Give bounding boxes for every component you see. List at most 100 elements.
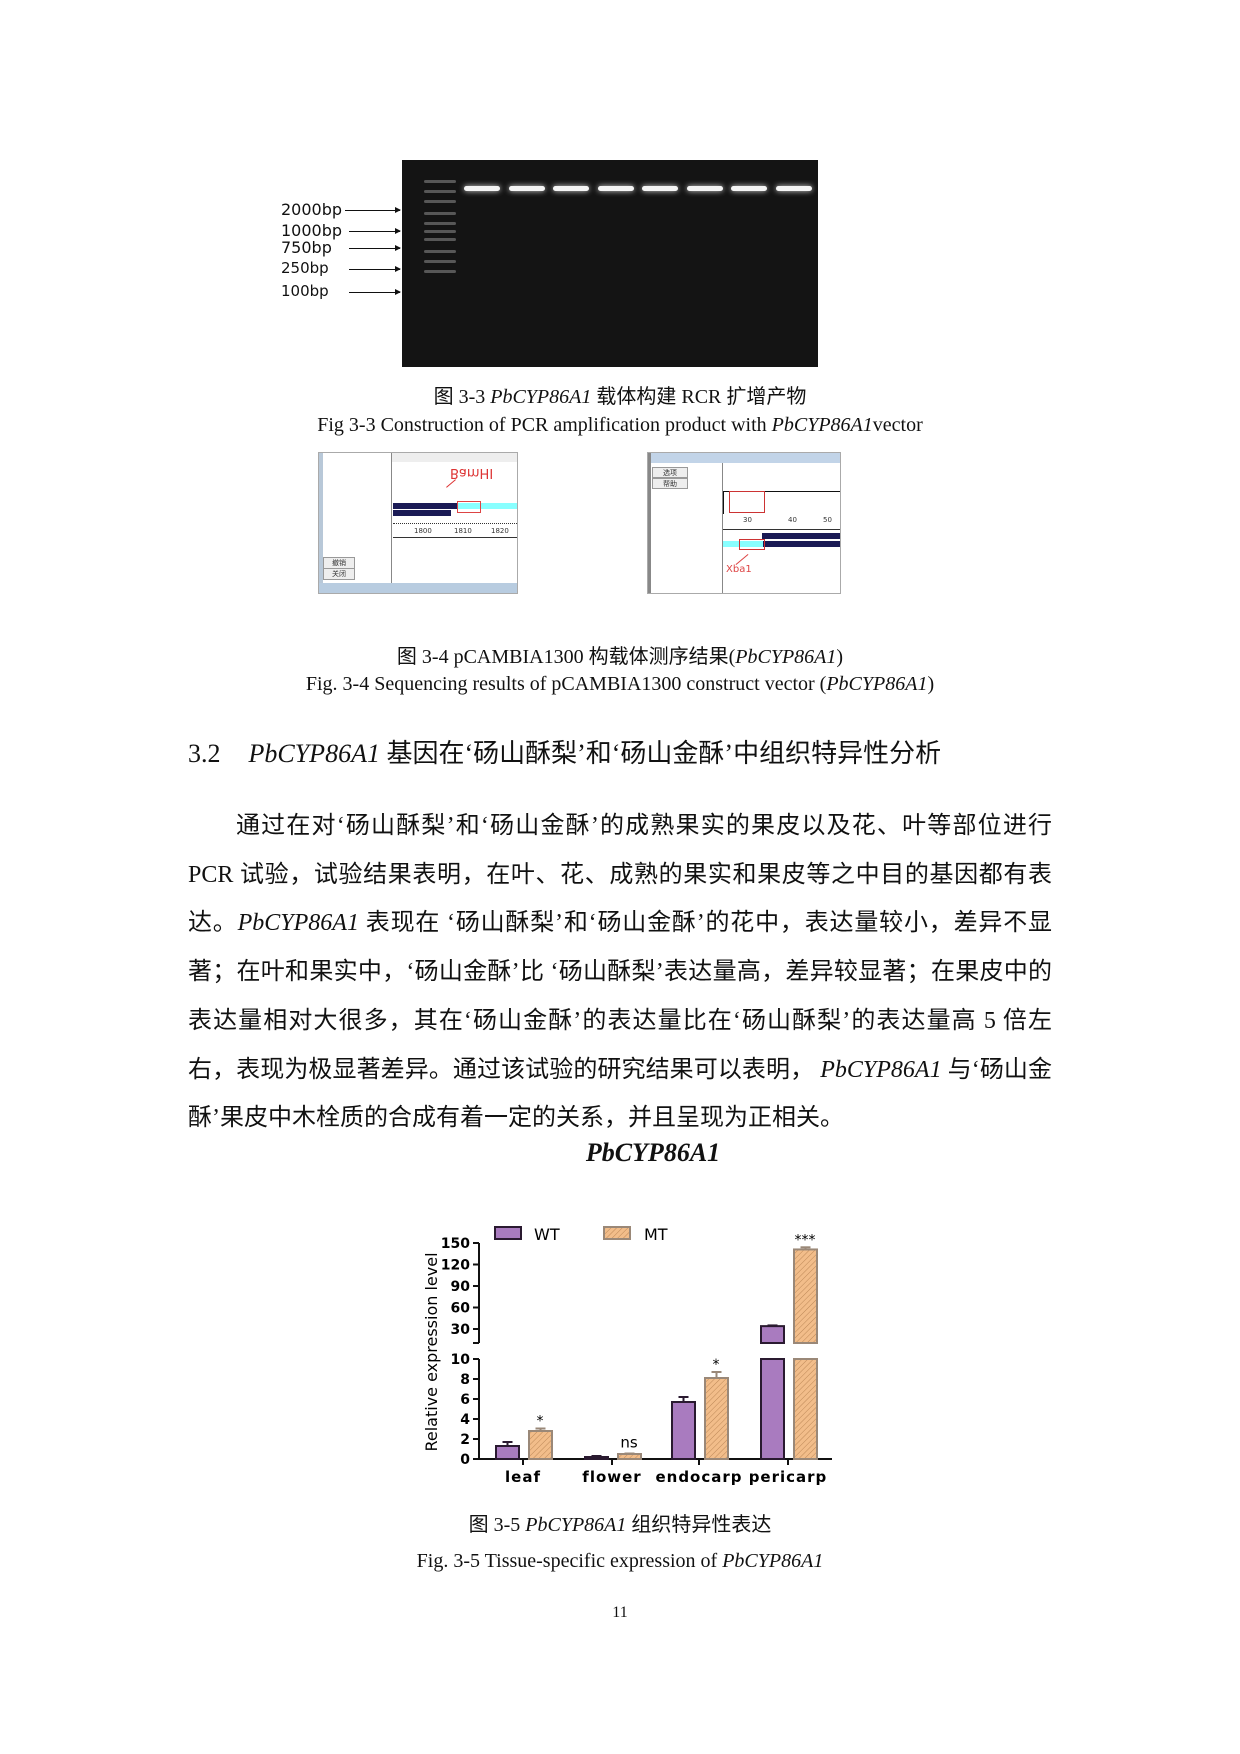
section-number: 3.2 — [188, 739, 221, 768]
legend-label-mt: MT — [644, 1225, 668, 1244]
ruler-label: 40 — [788, 516, 797, 524]
y-tick-label: 150 — [441, 1236, 470, 1252]
significance-label: * — [713, 1357, 720, 1373]
x-tick-label: endocarp — [655, 1468, 742, 1486]
y-tick-label: 6 — [460, 1392, 470, 1408]
sequence-read — [763, 541, 840, 547]
caption-text: ) — [836, 646, 844, 668]
fig-3-5-caption-en: Fig. 3-5 Tissue-specific expression of P… — [0, 1550, 1240, 1573]
site-highlight-box — [457, 501, 481, 513]
gene-name: PbCYP86A1 — [771, 414, 873, 436]
y-tick-label: 4 — [460, 1412, 470, 1428]
gene-name: PbCYP86A1 — [490, 386, 592, 408]
y-tick-label: 2 — [460, 1432, 470, 1448]
gene-name: PbCYP86A1 — [735, 646, 837, 668]
ladder-band — [424, 212, 456, 215]
significance-label: * — [537, 1414, 544, 1430]
ladder-size-label: 250bp — [281, 259, 329, 277]
bar-mt-endocarp — [704, 1377, 729, 1460]
sequencing-screenshot-xbai: 选项 帮助 30 40 50 Xba1 — [647, 452, 841, 594]
ladder-size-label: 2000bp — [281, 200, 343, 219]
window-edge — [319, 453, 323, 593]
fig-3-3-caption-en: Fig 3-3 Construction of PCR amplificatio… — [0, 414, 1240, 437]
status-bar — [319, 583, 517, 593]
bar-wt-pericarp-lower — [760, 1358, 785, 1460]
gene-name: PbCYP86A1 — [248, 739, 380, 768]
x-tick-label: flower — [582, 1468, 641, 1486]
undo-button: 撤销 — [323, 557, 355, 569]
ruler — [393, 523, 517, 525]
bar-wt-leaf — [495, 1445, 520, 1460]
ladder-band — [424, 260, 456, 263]
paragraph-text: 表现在 ‘砀山酥梨’和‘砀山金酥’的花中，表达量较小，差异不显著；在叶和果实中，… — [188, 910, 1053, 1083]
ruler-label: 1810 — [454, 527, 472, 535]
y-tick-label: 8 — [460, 1372, 470, 1388]
fig-3-4-caption-en: Fig. 3-4 Sequencing results of pCAMBIA13… — [0, 673, 1240, 696]
legend-swatch-wt — [494, 1226, 522, 1240]
ruler-label: 1800 — [414, 527, 432, 535]
bar-mt-flower — [617, 1453, 642, 1460]
sequencing-screenshot-bamhi: BamHI 1800 1810 1820 撤销 关闭 — [318, 452, 518, 594]
sequence-read — [393, 503, 457, 509]
bar-wt-endocarp — [671, 1401, 696, 1460]
ladder-band — [424, 230, 456, 233]
sequence-read — [762, 533, 840, 539]
y-tick-label: 60 — [451, 1301, 471, 1317]
bar-mt-pericarp-upper — [793, 1248, 818, 1344]
pcr-product-band — [642, 186, 678, 191]
arrow-icon — [349, 228, 401, 234]
fig-3-3-caption-cn: 图 3-3 PbCYP86A1 载体构建 RCR 扩增产物 — [0, 380, 1240, 409]
caption-text: 组织特异性表达 — [626, 1514, 772, 1536]
window-edge — [648, 453, 651, 593]
pcr-product-band — [775, 186, 812, 191]
pcr-product-band — [686, 186, 723, 191]
ladder-band — [424, 190, 456, 193]
ladder-band — [424, 200, 456, 203]
ruler-label: 1820 — [491, 527, 509, 535]
highlight-box — [729, 491, 765, 513]
y-tick-label: 30 — [451, 1322, 471, 1338]
y-tick-label: 10 — [451, 1352, 471, 1368]
paragraph-text: 与‘砀山金酥’果皮中木栓质的合成有着一定的关系，并且呈现为正相关。 — [188, 1056, 1053, 1132]
caption-text: Fig 3-3 Construction of PCR amplificatio… — [317, 414, 772, 436]
arrow-icon — [349, 266, 401, 272]
gene-name: PbCYP86A1 — [820, 1056, 942, 1083]
caption-text: Fig. 3-5 Tissue-specific expression of — [416, 1550, 723, 1572]
gene-name: PbCYP86A1 — [826, 673, 928, 695]
ladder-band — [424, 250, 456, 253]
caption-text: 图 3-3 — [433, 386, 491, 408]
y-tick-label: 120 — [441, 1258, 470, 1274]
gene-name: PbCYP86A1 — [237, 910, 359, 937]
ruler-label: 50 — [823, 516, 832, 524]
sequence-read — [457, 503, 517, 509]
caption-text: Fig. 3-4 Sequencing results of pCAMBIA13… — [305, 673, 827, 695]
sequence-read — [393, 510, 451, 516]
caption-text: 图 3-5 — [468, 1514, 526, 1536]
gene-name: PbCYP86A1 — [525, 1514, 627, 1536]
gene-name: PbCYP86A1 — [722, 1550, 824, 1572]
trace-area — [723, 491, 840, 514]
chart-title: PbCYP86A1 — [585, 1138, 721, 1167]
help-button: 帮助 — [652, 478, 688, 489]
pane-header — [392, 453, 517, 462]
ladder-band — [424, 238, 456, 241]
arrow-icon — [349, 289, 401, 295]
options-button: 选项 — [652, 467, 688, 478]
y-axis-label: Relative expression level — [422, 1252, 441, 1451]
x-tick-label: leaf — [505, 1468, 541, 1486]
gel-electrophoresis-image — [402, 160, 818, 367]
close-button: 关闭 — [323, 568, 355, 580]
fig-3-4-caption-cn: 图 3-4 pCAMBIA1300 构载体测序结果(PbCYP86A1) — [0, 640, 1240, 669]
ruler-label: 30 — [743, 516, 752, 524]
xbai-label: Xba1 — [726, 564, 752, 575]
bar-mt-leaf — [528, 1430, 553, 1460]
section-title: 基因在‘砀山酥梨’和‘砀山金酥’中组织特异性分析 — [379, 739, 942, 768]
title-bar — [648, 453, 840, 463]
ladder-size-label: 750bp — [281, 238, 332, 257]
paragraph-text: 通过在对‘砀山酥梨’和‘砀山金酥’的成熟果实的果皮以及花、叶等部位进行PCR 试… — [188, 813, 1052, 937]
bar-wt-pericarp-upper — [760, 1325, 785, 1344]
y-tick-label: 90 — [451, 1279, 471, 1295]
site-highlight-box — [739, 539, 765, 550]
pane-divider — [722, 463, 723, 593]
